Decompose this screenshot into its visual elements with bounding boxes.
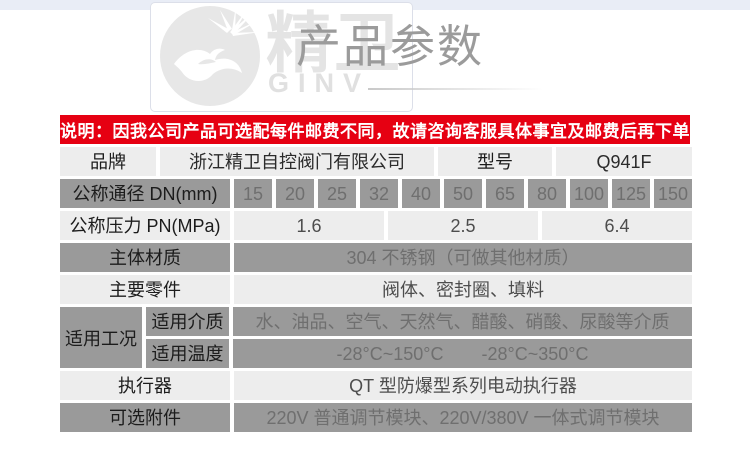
table-row-material: 主体材质 304 不锈钢（可做其他材质） [60, 243, 692, 272]
ginv-logo [160, 6, 260, 106]
pn-value: 2.5 [388, 211, 538, 240]
dn-value: 15 [234, 179, 272, 208]
table-row-brand: 品牌 浙江精卫自控阀门有限公司 型号 Q941F [60, 147, 692, 176]
medium-label: 适用介质 [146, 307, 229, 336]
dn-value: 80 [528, 179, 566, 208]
actuator-value: QT 型防爆型系列电动执行器 [234, 371, 692, 400]
dn-value: 65 [486, 179, 524, 208]
table-row-actuator: 执行器 QT 型防爆型系列电动执行器 [60, 371, 692, 400]
dn-value: 100 [570, 179, 608, 208]
table-rowgroup-working-conditions: 适用工况 适用介质 水、油品、空气、天然气、醋酸、硝酸、尿酸等介质 适用温度 -… [60, 307, 692, 368]
watermark-acronym: GINV [268, 68, 371, 98]
table-row-parts: 主要零件 阀体、密封圈、填料 [60, 275, 692, 304]
dn-value: 40 [402, 179, 440, 208]
temperature-range-low: -28°C~150°C [336, 343, 444, 364]
spec-table: 品牌 浙江精卫自控阀门有限公司 型号 Q941F 公称通径 DN(mm) 15 … [60, 147, 692, 435]
table-row-temperature: 适用温度 -28°C~150°C -28°C~350°C [146, 339, 692, 368]
dn-value: 32 [360, 179, 398, 208]
model-label: 型号 [438, 147, 552, 176]
pn-label: 公称压力 PN(MPa) [60, 211, 230, 240]
notice-bar: 说明：因我公司产品可选配每件邮费不同，故请咨询客服具体事宜及邮费后再下单 [60, 115, 690, 144]
dn-label: 公称通径 DN(mm) [60, 179, 230, 208]
working-conditions-label: 适用工况 [60, 307, 142, 368]
dn-value: 20 [276, 179, 314, 208]
pn-value: 1.6 [234, 211, 384, 240]
table-row-dn: 公称通径 DN(mm) 15 20 25 32 40 50 65 80 100 … [60, 179, 692, 208]
parts-value: 阀体、密封圈、填料 [234, 275, 692, 304]
brand-label: 品牌 [60, 147, 156, 176]
table-row-accessories: 可选附件 220V 普通调节模块、220V/380V 一体式调节模块 [60, 403, 692, 432]
temperature-range-high: -28°C~350°C [481, 343, 589, 364]
parts-label: 主要零件 [60, 275, 230, 304]
bird-logo-icon [160, 6, 260, 106]
table-row-pn: 公称压力 PN(MPa) 1.6 2.5 6.4 [60, 211, 692, 240]
temperature-value: -28°C~150°C -28°C~350°C [233, 339, 692, 368]
material-value: 304 不锈钢（可做其他材质） [234, 243, 692, 272]
dn-value: 150 [654, 179, 692, 208]
medium-value: 水、油品、空气、天然气、醋酸、硝酸、尿酸等介质 [233, 307, 692, 336]
accessories-value: 220V 普通调节模块、220V/380V 一体式调节模块 [234, 403, 692, 432]
accessories-label: 可选附件 [60, 403, 230, 432]
model-value: Q941F [556, 147, 692, 176]
temperature-label: 适用温度 [146, 339, 229, 368]
pn-value: 6.4 [542, 211, 692, 240]
watermark-brand-text: 精卫 [266, 6, 402, 80]
actuator-label: 执行器 [60, 371, 230, 400]
dn-value: 125 [612, 179, 650, 208]
brand-value: 浙江精卫自控阀门有限公司 [160, 147, 434, 176]
notice-text: 说明：因我公司产品可选配每件邮费不同，故请咨询客服具体事宜及邮费后再下单 [60, 122, 690, 141]
page-title: 产品参数 [296, 21, 485, 72]
header-underline [368, 88, 543, 90]
material-label: 主体材质 [60, 243, 230, 272]
table-row-medium: 适用介质 水、油品、空气、天然气、醋酸、硝酸、尿酸等介质 [146, 307, 692, 336]
dn-value: 50 [444, 179, 482, 208]
dn-value: 25 [318, 179, 356, 208]
